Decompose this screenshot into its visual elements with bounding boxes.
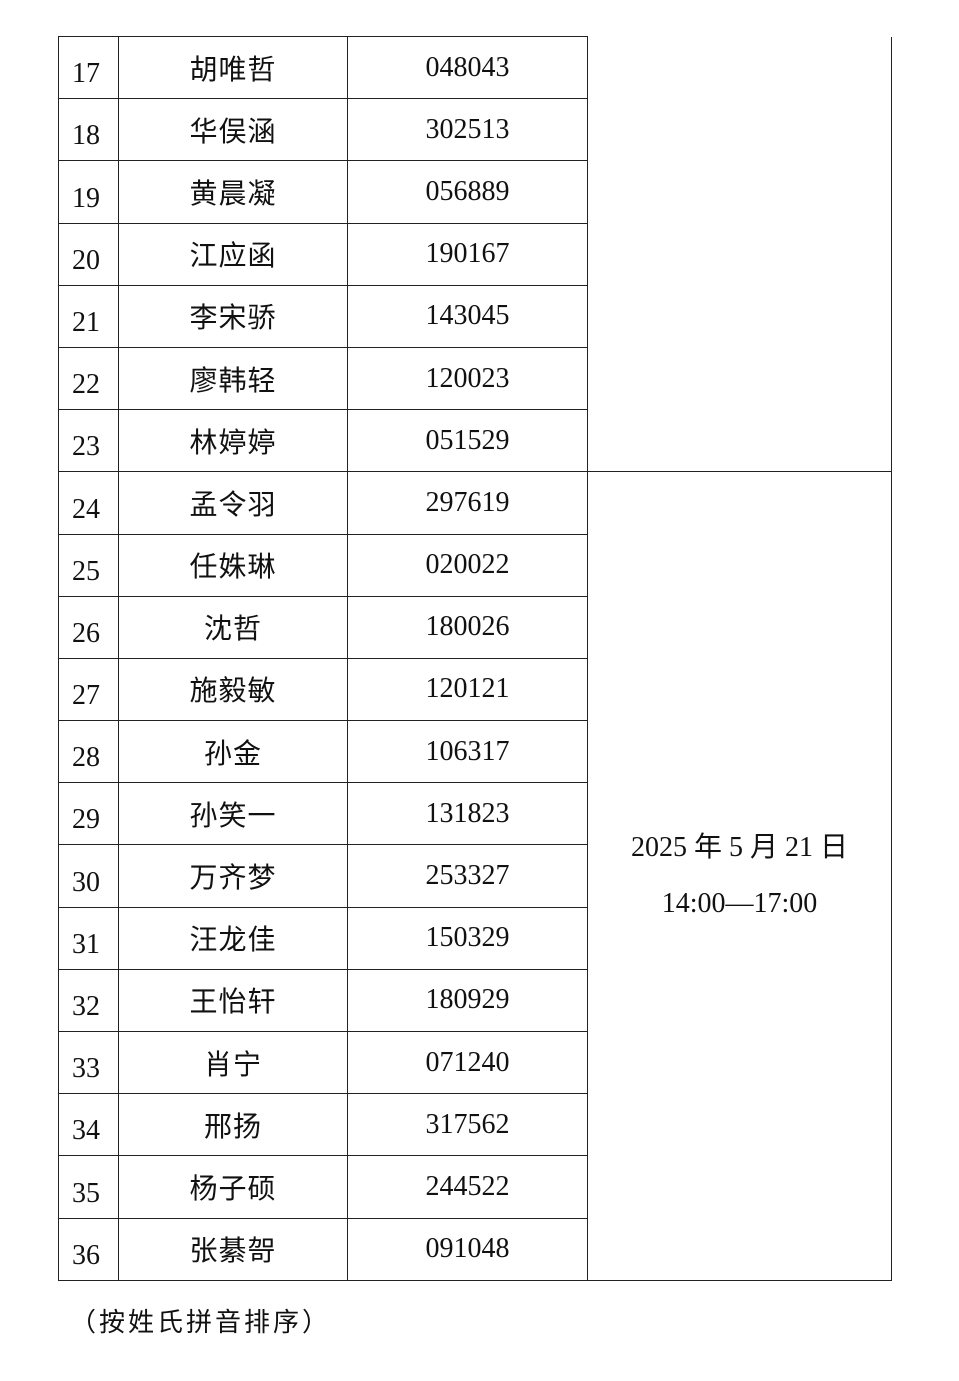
- candidate-name: 任姝琳: [118, 533, 348, 597]
- sort-note: （按姓氏拼音排序）: [70, 1308, 332, 1337]
- candidate-id: 051529: [347, 409, 588, 473]
- candidate-name: 肖宁: [118, 1030, 348, 1095]
- table-row: 32 王怡轩 180929: [58, 968, 892, 1033]
- row-number: 23: [58, 409, 119, 473]
- candidate-id: 253327: [347, 844, 588, 908]
- candidate-id: 106317: [347, 720, 588, 784]
- row-number: 27: [58, 657, 119, 722]
- candidate-name: 华俣涵: [118, 98, 348, 162]
- candidate-name: 胡唯哲: [118, 35, 348, 100]
- candidate-id: 244522: [347, 1155, 588, 1219]
- candidate-name: 施毅敏: [118, 657, 348, 722]
- row-number: 34: [58, 1093, 119, 1157]
- row-number: 32: [58, 968, 119, 1033]
- table-row: 17 胡唯哲 048043: [58, 35, 892, 473]
- table-row: 23 林婷婷 051529: [58, 409, 892, 473]
- candidate-name: 孙笑一: [118, 782, 348, 846]
- candidate-name: 汪龙佳: [118, 906, 348, 970]
- candidate-id: 048043: [347, 35, 588, 100]
- candidate-id: 302513: [347, 98, 588, 162]
- candidate-name: 孙金: [118, 720, 348, 784]
- table-row: 29 孙笑一 131823: [58, 782, 892, 846]
- row-number: 26: [58, 595, 119, 659]
- candidate-name: 林婷婷: [118, 409, 348, 473]
- row-number: 31: [58, 906, 119, 970]
- table-row: 18 华俣涵 302513: [58, 98, 892, 162]
- exam-time: 14:00—17:00: [661, 888, 818, 920]
- candidate-id: 071240: [347, 1030, 588, 1095]
- table-row: 27 施毅敏 120121: [58, 657, 892, 722]
- row-number: 21: [58, 284, 119, 348]
- row-number: 29: [58, 782, 119, 846]
- candidate-name: 黄晨凝: [118, 160, 348, 224]
- candidate-name: 孟令羽: [118, 471, 348, 535]
- candidate-id: 120023: [347, 346, 588, 411]
- candidate-id: 020022: [347, 533, 588, 597]
- exam-date: 2025 年 5 月 21 日: [630, 832, 848, 864]
- row-number: 25: [58, 533, 119, 597]
- candidate-name: 万齐梦: [118, 844, 348, 908]
- table-row: 26 沈哲 180026: [58, 595, 892, 659]
- candidate-id: 297619: [347, 471, 588, 535]
- candidate-id: 190167: [347, 222, 588, 286]
- candidate-name: 邢扬: [118, 1093, 348, 1157]
- candidate-name: 王怡轩: [118, 968, 348, 1033]
- table-row: 21 李宋骄 143045: [58, 284, 892, 348]
- candidate-id: 180929: [347, 968, 588, 1033]
- table-row: 22 廖韩轻 120023: [58, 346, 892, 411]
- table-row: 24 孟令羽 297619 2025 年 5 月 21 日 14:00—17:00: [58, 471, 892, 1281]
- schedule-cell: 2025 年 5 月 21 日 14:00—17:00: [587, 471, 892, 1281]
- row-number: 20: [58, 222, 119, 286]
- candidate-table: 17 胡唯哲 048043 18 华俣涵 302513 19 黄晨凝 056889 20 江应函 19…: [58, 35, 892, 1281]
- row-number: 24: [58, 471, 119, 535]
- candidate-id: 120121: [347, 657, 588, 722]
- candidate-id: 091048: [347, 1217, 588, 1281]
- row-number: 30: [58, 844, 119, 908]
- candidate-name: 李宋骄: [118, 284, 348, 348]
- candidate-name: 廖韩轻: [118, 346, 348, 411]
- candidate-id: 150329: [347, 906, 588, 970]
- row-number: 36: [58, 1217, 119, 1281]
- row-number: 22: [58, 346, 119, 411]
- table-row: 35 杨子硕 244522: [58, 1155, 892, 1219]
- table-row: 34 邢扬 317562: [58, 1093, 892, 1157]
- candidate-id: 131823: [347, 782, 588, 846]
- table-row: 36 张綦哿 091048: [58, 1217, 892, 1281]
- candidate-name: 江应函: [118, 222, 348, 286]
- table-row: 30 万齐梦 253327: [58, 844, 892, 908]
- row-number: 33: [58, 1030, 119, 1095]
- candidate-id: 056889: [347, 160, 588, 224]
- row-number: 17: [58, 35, 119, 100]
- candidate-id: 143045: [347, 284, 588, 348]
- table-row: 25 任姝琳 020022: [58, 533, 892, 597]
- candidate-id: 317562: [347, 1093, 588, 1157]
- row-number: 28: [58, 720, 119, 784]
- candidate-name: 杨子硕: [118, 1155, 348, 1219]
- candidate-id: 180026: [347, 595, 588, 659]
- row-number: 18: [58, 98, 119, 162]
- row-number: 19: [58, 160, 119, 224]
- candidate-name: 张綦哿: [118, 1217, 348, 1281]
- schedule-cell-empty: [587, 36, 892, 473]
- row-number: 35: [58, 1155, 119, 1219]
- candidate-name: 沈哲: [118, 595, 348, 659]
- table-row: 33 肖宁 071240: [58, 1030, 892, 1095]
- table-row: 20 江应函 190167: [58, 222, 892, 286]
- table-row: 31 汪龙佳 150329: [58, 906, 892, 970]
